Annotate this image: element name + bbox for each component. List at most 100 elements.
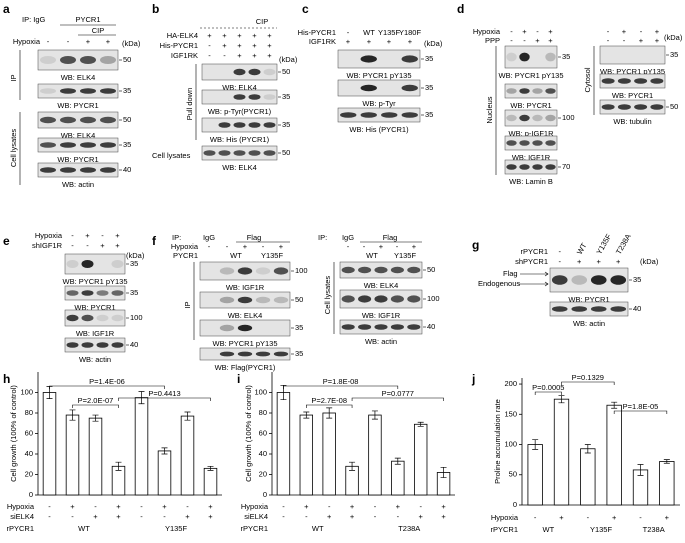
band bbox=[545, 140, 556, 146]
blot bbox=[64, 253, 126, 275]
blot bbox=[37, 111, 119, 129]
header-text: WT bbox=[230, 251, 242, 260]
header-text: - bbox=[71, 241, 74, 250]
band bbox=[545, 164, 556, 170]
marker-label: 70 bbox=[562, 162, 570, 171]
header-text: + bbox=[85, 231, 90, 240]
header-text: Hypoxia bbox=[13, 37, 41, 46]
bar bbox=[42, 392, 57, 496]
row-value: - bbox=[163, 512, 166, 521]
y-tick-label: 0 bbox=[513, 500, 517, 509]
header-text: Y180F bbox=[399, 28, 422, 37]
band bbox=[66, 260, 79, 268]
header-text: - bbox=[208, 41, 211, 50]
band bbox=[248, 150, 261, 156]
marker-label: 35 bbox=[425, 54, 433, 63]
marker-label: 50 bbox=[427, 265, 435, 274]
bar bbox=[203, 467, 218, 496]
significance-line bbox=[613, 410, 668, 414]
row-value: + bbox=[162, 502, 167, 511]
band bbox=[551, 275, 568, 285]
row-value: - bbox=[374, 502, 377, 511]
marker-label: 35 bbox=[282, 120, 290, 129]
band bbox=[381, 112, 398, 118]
band bbox=[218, 150, 231, 156]
band bbox=[96, 290, 109, 296]
significance-line bbox=[351, 397, 444, 401]
p-value: P=2.0E-07 bbox=[78, 396, 114, 405]
header-text: + bbox=[548, 36, 553, 45]
error-bar bbox=[532, 439, 539, 450]
blot-label: WB: His (PYCR1) bbox=[349, 125, 409, 134]
row-value: - bbox=[140, 502, 143, 511]
band bbox=[255, 351, 271, 357]
band bbox=[545, 114, 556, 122]
header-text: - bbox=[347, 28, 350, 37]
row-value: + bbox=[441, 502, 446, 511]
header-text: + bbox=[379, 242, 384, 251]
band bbox=[610, 275, 627, 285]
group-label: Y135F bbox=[590, 525, 613, 534]
header-text: WT bbox=[363, 28, 375, 37]
error-bar bbox=[115, 461, 122, 471]
error-bar bbox=[92, 414, 99, 422]
band bbox=[60, 167, 76, 173]
row-value: - bbox=[374, 512, 377, 521]
p-value: P=1.8E-05 bbox=[623, 402, 659, 411]
band bbox=[248, 122, 261, 128]
header-text: Pull down bbox=[185, 88, 194, 121]
y-tick-label: 40 bbox=[259, 449, 267, 458]
blot-label: WB: actin bbox=[62, 180, 94, 189]
band bbox=[248, 68, 261, 76]
header-text: (kDa) bbox=[424, 39, 443, 48]
band bbox=[233, 122, 246, 128]
marker-label: 35 bbox=[130, 288, 138, 297]
marker-label: 35 bbox=[562, 52, 570, 61]
error-bar bbox=[138, 391, 145, 405]
header-text: IGF1RK bbox=[309, 37, 336, 46]
y-tick-label: 50 bbox=[509, 470, 517, 479]
marker-label: 40 bbox=[130, 340, 138, 349]
significance-line bbox=[49, 385, 165, 389]
header-text: PYCR1 bbox=[173, 251, 198, 260]
error-bar bbox=[417, 421, 424, 427]
band bbox=[590, 306, 607, 312]
band bbox=[100, 116, 116, 124]
band bbox=[81, 342, 94, 348]
header-text: Y135F bbox=[394, 251, 417, 260]
band bbox=[40, 88, 56, 94]
y-tick-label: 150 bbox=[504, 409, 517, 418]
band bbox=[358, 295, 372, 303]
row-value: + bbox=[70, 502, 75, 511]
band bbox=[237, 324, 253, 332]
p-value: P=1.8E-08 bbox=[323, 377, 359, 386]
header-text: WT bbox=[366, 251, 378, 260]
header-text: IP: bbox=[172, 233, 181, 242]
significance-line bbox=[306, 404, 353, 408]
blot-label: WB: ELK4 bbox=[364, 281, 399, 290]
band bbox=[601, 104, 615, 110]
panel-label: e bbox=[3, 234, 10, 248]
header-text: IgG bbox=[203, 233, 215, 242]
row-value: - bbox=[186, 502, 189, 511]
band bbox=[263, 68, 276, 76]
header-text: + bbox=[577, 257, 582, 266]
error-bar bbox=[584, 444, 591, 454]
blot bbox=[337, 49, 421, 69]
band bbox=[60, 142, 76, 148]
marker-label: 50 bbox=[123, 55, 131, 64]
band bbox=[407, 266, 421, 274]
row-label: siELK4 bbox=[10, 512, 34, 521]
row-value: + bbox=[116, 502, 121, 511]
band bbox=[519, 52, 530, 62]
band bbox=[100, 88, 116, 94]
row-value: + bbox=[396, 502, 401, 511]
header-text: IP: IgG bbox=[22, 15, 46, 24]
band bbox=[96, 342, 109, 348]
band bbox=[255, 296, 271, 304]
row-label: rPYCR1 bbox=[240, 524, 268, 533]
row-value: + bbox=[208, 512, 213, 521]
band bbox=[390, 266, 404, 274]
blot bbox=[37, 83, 119, 99]
header-text: - bbox=[47, 37, 50, 46]
